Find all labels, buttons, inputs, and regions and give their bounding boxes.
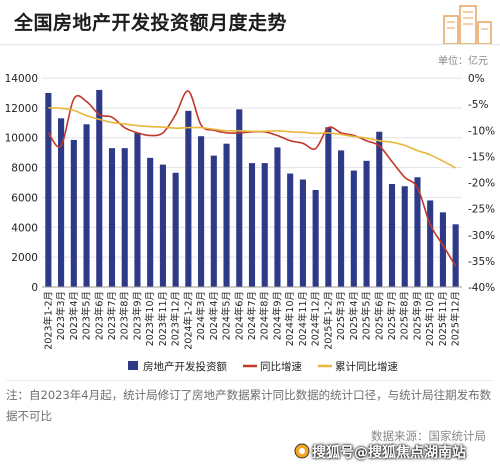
x-tick-label: 2025年4月 [348,291,360,340]
x-tick-label: 2023年12月 [170,291,182,346]
bar [172,172,179,287]
cumulative-growth-line [48,106,457,169]
bar [427,200,434,287]
bar [261,163,268,287]
x-tick-label: 2024年3月 [195,291,207,340]
bar [248,163,256,287]
x-tick-label: 2023年9月 [131,291,143,340]
bar [134,132,141,287]
bar [210,155,217,287]
bar [236,109,243,287]
bar [108,148,116,287]
y-left-tick-label: 10000 [5,133,38,145]
footnote: 注：自2023年4月起，统计局修订了房地产数据累计同比数据的统计口径，与统计局往… [6,380,494,427]
x-tick-label: 2023年6月 [93,291,105,340]
legend-swatch-bar [128,361,138,370]
x-tick-label: 2025年12月 [450,291,462,346]
chart-area: 0 2000 4000 6000 8000 10000 12000 14000 0% -5% -10… [5,73,496,373]
y-right-tick-label: -10% [468,125,495,137]
x-tick-label: 2025年6月 [373,291,385,340]
bar [274,147,281,287]
y-right-tick-label: -40% [468,282,495,294]
bar [312,189,319,287]
x-tick-label: 2025年10月 [424,291,436,346]
bar [147,157,154,287]
bar [414,177,421,287]
x-tick-label: 2024年7月 [246,291,258,340]
x-tick-label: 2025年11月 [437,291,449,346]
bar [452,224,459,287]
x-tick-label: 2024年8月 [259,291,271,340]
bar [376,131,383,287]
legend-label: 房地产开发投资额 [143,360,227,373]
y-left-tick-label: 0 [31,282,38,294]
bar [287,173,294,287]
y-right-tick-label: -5% [468,99,488,111]
y-right-tick-label: 0% [468,73,485,85]
x-tick-label: 2024年10月 [284,291,296,346]
unit-label: 单位：亿元 [438,56,488,67]
y-left-tick-label: 4000 [11,222,38,234]
bar [363,160,370,287]
y-right-tick-label: -25% [468,204,495,216]
x-tick-label: 2023年3月 [55,291,67,340]
y-left-tick-label: 14000 [5,73,38,85]
bar [338,150,345,287]
bar [121,148,128,287]
bar [388,183,396,287]
bar [96,89,103,287]
bar [70,139,77,287]
y-left-tick-label: 8000 [11,163,38,175]
bar [325,127,332,287]
bar [159,164,166,287]
bar [299,179,306,287]
x-tick-label: 2023年11月 [157,291,169,346]
y-left-tick-label: 2000 [11,252,38,264]
bar [58,118,65,287]
y-left-tick-label: 6000 [11,192,38,204]
x-tick-label: 2023年1-2月 [42,291,54,350]
bar [198,136,205,287]
bar [401,186,408,287]
chart-title: 全国房地产开发投资额月度走势 [14,12,288,34]
x-tick-label: 2024年12月 [310,291,322,346]
y-right-tick-label: -30% [468,230,495,242]
y-right-tick-label: -15% [468,151,495,163]
x-tick-label: 2024年5月 [221,291,233,340]
x-tick-label: 2023年4月 [68,291,80,340]
x-tick-label: 2025年5月 [361,291,373,340]
x-tick-label: 2025年3月 [335,291,347,340]
bar [83,124,90,288]
x-tick-label: 2023年7月 [106,291,118,340]
x-tick-label: 2025年8月 [399,291,411,340]
bar [350,170,357,287]
bar [223,143,230,287]
y-right-tick-label: -35% [468,256,495,268]
bar [45,92,52,287]
x-tick-label: 2023年5月 [81,291,93,340]
x-tick-label: 2024年1-2月 [182,291,194,350]
building-logo-icon [442,2,494,48]
y-right-tick-label: -20% [468,178,495,190]
x-tick-label: 2024年6月 [233,291,245,340]
legend-label: 累计同比增速 [335,360,398,373]
source-note: 数据来源：国家统计局 [371,429,486,443]
x-tick-label: 2025年9月 [411,291,423,340]
legend-label: 同比增速 [260,360,302,373]
bar [439,212,446,287]
x-tick-label: 2025年7月 [386,291,398,340]
y-left-tick-label: 12000 [5,103,38,115]
x-tick-label: 2024年11月 [297,291,309,346]
x-tick-label: 2023年8月 [119,291,131,340]
x-tick-label: 2023年10月 [144,291,156,346]
sohu-logo-icon [294,443,310,463]
x-tick-label: 2024年9月 [271,291,283,340]
title-divider [0,44,500,45]
x-tick-label: 2024年4月 [208,291,220,340]
watermark: 搜狐号@搜狐焦点湖南站 [312,445,466,461]
bar [185,110,192,287]
x-tick-label: 2025年1-2月 [322,291,334,350]
